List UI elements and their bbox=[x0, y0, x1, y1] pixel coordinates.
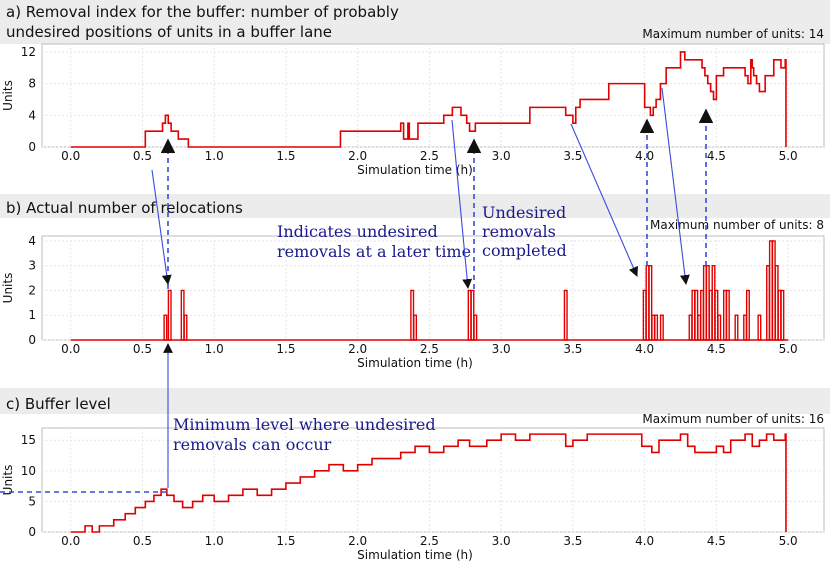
panel-b-bar bbox=[745, 289, 750, 341]
panel-b-bar bbox=[757, 314, 762, 341]
panel-b-plot: 0.0 0.5 1.0 1.5 2.0 2.5 3.0 3.5 4.0 4.5 5.0 0 1 2 3 4 Si… bbox=[1, 234, 825, 370]
panel-a-x-tick-label: 0.0 bbox=[61, 149, 80, 163]
panel-c-x-tick-label: 0.0 bbox=[61, 534, 80, 548]
panel-c-x-tick-label: 1.5 bbox=[276, 534, 295, 548]
panel-b-bar bbox=[654, 314, 659, 341]
panel-a-max-note: Maximum number of units: 14 bbox=[642, 27, 824, 41]
panel-c-plot: 0.0 0.5 1.0 1.5 2.0 2.5 3.0 3.5 4.0 4.5 5.0 0 5 10 15 S… bbox=[1, 427, 825, 562]
panel-c-x-tick-label: 0.5 bbox=[133, 534, 152, 548]
panel-b-bar bbox=[717, 314, 722, 341]
annotation-minimum-line1: Minimum level where undesired bbox=[173, 415, 436, 434]
panel-a-x-axis-label: Simulation time (h) bbox=[357, 163, 473, 177]
panel-a-y-tick-label: 12 bbox=[21, 45, 36, 59]
panel-b-x-tick-label: 0.5 bbox=[133, 342, 152, 356]
panel-b-x-tick-label: 0.0 bbox=[61, 342, 80, 356]
panel-b-header bbox=[0, 194, 830, 218]
panel-c-x-axis-label: Simulation time (h) bbox=[357, 548, 473, 562]
panel-c-x-tick-label: 2.0 bbox=[348, 534, 367, 548]
panel-c-x-tick-label: 3.5 bbox=[563, 534, 582, 548]
panel-b-x-tick-label: 1.0 bbox=[205, 342, 224, 356]
panel-b-y-tick-label: 4 bbox=[28, 234, 36, 248]
annotation-undesired-line3: completed bbox=[482, 241, 567, 260]
annotation-indicates-line2: removals at a later time bbox=[277, 242, 471, 261]
panel-b-bar bbox=[734, 314, 739, 341]
connector-arrow-4 bbox=[661, 87, 690, 285]
panel-a-x-tick-label: 1.0 bbox=[205, 149, 224, 163]
panel-b-title: b) Actual number of relocations bbox=[6, 199, 243, 217]
panel-b-y-tick-label: 1 bbox=[28, 308, 36, 322]
panel-c-y-axis-label: Units bbox=[1, 465, 15, 496]
panel-c-title: c) Buffer level bbox=[6, 395, 111, 413]
panel-a-y-tick-label: 8 bbox=[28, 77, 36, 91]
panel-c-x-tick-label: 2.5 bbox=[420, 534, 439, 548]
panel-a-y-tick-label: 4 bbox=[28, 108, 36, 122]
panel-c-y-tick-label: 15 bbox=[21, 433, 36, 447]
connector-arrow-3 bbox=[570, 123, 638, 277]
panel-a-x-tick-label: 3.0 bbox=[492, 149, 511, 163]
panel-a-x-tick-label: 4.0 bbox=[635, 149, 654, 163]
panel-c-y-tick-label: 5 bbox=[28, 494, 36, 508]
panel-a-title-line1: a) Removal index for the buffer: number … bbox=[6, 3, 399, 21]
panel-a-y-axis-label: Units bbox=[1, 80, 15, 111]
panel-b-bar bbox=[648, 265, 653, 341]
panel-b-x-tick-label: 5.0 bbox=[779, 342, 798, 356]
panel-b-x-tick-label: 3.5 bbox=[563, 342, 582, 356]
annotation-indicates-line1: Indicates undesired bbox=[277, 222, 438, 241]
panel-c-y-tick-label: 0 bbox=[28, 525, 36, 539]
panel-b-x-tick-label: 2.5 bbox=[420, 342, 439, 356]
panel-b-y-tick-label: 3 bbox=[28, 259, 36, 273]
panel-a-plot-area bbox=[41, 43, 825, 148]
panel-c-y-tick-label: 10 bbox=[21, 464, 36, 478]
panel-a-series-line bbox=[70, 51, 787, 148]
panel-b-x-axis-label: Simulation time (h) bbox=[357, 356, 473, 370]
panel-c-header bbox=[0, 388, 830, 414]
panel-b-bar bbox=[167, 289, 172, 341]
panel-a-x-tick-label: 4.5 bbox=[707, 149, 726, 163]
panel-c-x-tick-label: 3.0 bbox=[492, 534, 511, 548]
panel-a-x-tick-label: 2.0 bbox=[348, 149, 367, 163]
panel-b-x-tick-label: 3.0 bbox=[492, 342, 511, 356]
connector-arrow-2 bbox=[451, 119, 473, 289]
panel-b-bar bbox=[163, 314, 168, 341]
panel-a-x-tick-label: 5.0 bbox=[779, 149, 798, 163]
panel-a-x-tick-label: 0.5 bbox=[133, 149, 152, 163]
panel-b-bar bbox=[659, 314, 664, 341]
panel-b-bar bbox=[563, 289, 568, 341]
panel-a-x-tick-label: 2.5 bbox=[420, 149, 439, 163]
panel-b-max-note: Maximum number of units: 8 bbox=[650, 218, 824, 232]
panel-c-max-note: Maximum number of units: 16 bbox=[642, 412, 824, 426]
panel-b-bar bbox=[413, 314, 418, 341]
panel-b-bar bbox=[183, 314, 188, 341]
panel-b-bar bbox=[473, 314, 478, 341]
annotation-minimum-line2: removals can occur bbox=[173, 435, 332, 454]
panel-b-y-tick-label: 2 bbox=[28, 283, 36, 297]
panel-c-x-tick-label: 5.0 bbox=[779, 534, 798, 548]
panel-b-bar bbox=[780, 289, 785, 341]
panel-c-plot-area bbox=[41, 427, 825, 533]
panel-a-x-tick-label: 3.5 bbox=[563, 149, 582, 163]
panel-b-x-tick-label: 4.5 bbox=[707, 342, 726, 356]
panel-a-plot: 0.0 0.5 1.0 1.5 2.0 2.5 3.0 3.5 4.0 4.5 5.0 0 4 8 12 Si… bbox=[1, 43, 825, 177]
panel-c-series-line bbox=[70, 433, 787, 533]
panel-b-x-tick-label: 4.0 bbox=[635, 342, 654, 356]
annotation-undesired-line1: Undesired bbox=[482, 203, 566, 222]
panel-c-x-tick-label: 4.0 bbox=[635, 534, 654, 548]
panel-a-header bbox=[0, 0, 830, 44]
annotation-undesired-line2: removals bbox=[482, 222, 556, 241]
panel-a-title-line2: undesired positions of units in a buffer… bbox=[6, 23, 332, 41]
panel-c-x-tick-label: 1.0 bbox=[205, 534, 224, 548]
annotation-arrows bbox=[0, 87, 714, 493]
panel-c-x-tick-label: 4.5 bbox=[707, 534, 726, 548]
panel-b-bar bbox=[725, 289, 730, 341]
panel-a-x-tick-label: 1.5 bbox=[276, 149, 295, 163]
connector-arrow-1 bbox=[151, 169, 172, 285]
panel-a-y-tick-label: 0 bbox=[28, 140, 36, 154]
panel-b-y-tick-label: 0 bbox=[28, 333, 36, 347]
panel-b-x-tick-label: 1.5 bbox=[276, 342, 295, 356]
panel-b-x-tick-label: 2.0 bbox=[348, 342, 367, 356]
panel-b-y-axis-label: Units bbox=[1, 273, 15, 304]
